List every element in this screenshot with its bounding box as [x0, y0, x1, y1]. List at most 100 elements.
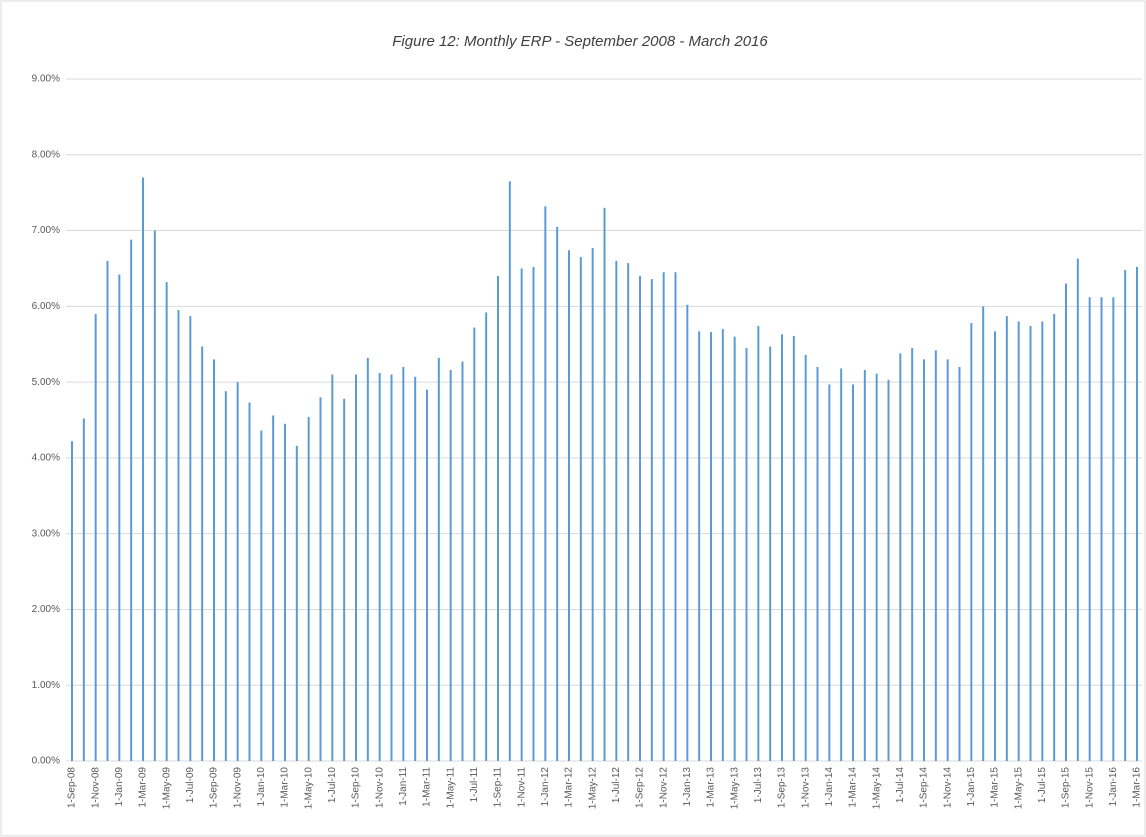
- x-tick-label: 1-Mar-11: [422, 767, 433, 807]
- bar: [94, 313, 97, 761]
- x-tick-label: 1-May-09: [161, 767, 172, 810]
- bar: [1136, 266, 1138, 761]
- bar: [532, 266, 535, 761]
- bar: [792, 335, 795, 761]
- x-tick-label: 1-Jan-09: [114, 767, 125, 807]
- bar: [437, 357, 440, 761]
- bar: [295, 445, 298, 761]
- bar: [165, 282, 168, 761]
- bar: [189, 316, 192, 761]
- x-tick-label: 1-Mar-14: [848, 767, 859, 808]
- x-tick-label: 1-Sep-14: [919, 767, 930, 809]
- y-tick-label: 0.00%: [32, 756, 60, 767]
- bar: [307, 416, 310, 761]
- bar: [710, 332, 712, 761]
- x-tick-label: 1-Nov-13: [800, 767, 811, 809]
- bar: [816, 366, 819, 761]
- bar: [721, 329, 724, 761]
- bar: [1029, 326, 1032, 761]
- bar: [366, 357, 369, 761]
- x-tick-label: 1-Sep-12: [635, 767, 646, 809]
- x-tick-label: 1-Jan-14: [824, 767, 835, 807]
- bar: [1124, 269, 1127, 761]
- x-tick-label: 1-May-10: [303, 767, 314, 810]
- bar: [1076, 258, 1079, 761]
- bar: [911, 348, 914, 761]
- bar: [118, 274, 121, 761]
- x-tick-label: 1-Mar-12: [564, 767, 575, 808]
- x-tick-label: 1-Mar-16: [1132, 767, 1143, 808]
- bar: [378, 373, 381, 761]
- bar: [473, 327, 476, 761]
- bar: [556, 226, 559, 761]
- y-tick-label: 7.00%: [32, 225, 60, 236]
- bar: [639, 276, 641, 761]
- x-tick-label: 1-Nov-14: [942, 767, 953, 809]
- x-tick-label: 1-Jul-12: [611, 767, 622, 804]
- bar: [1017, 321, 1020, 761]
- x-tick-label: 1-May-13: [729, 767, 740, 810]
- bar: [615, 260, 618, 761]
- x-tick-label: 1-May-12: [587, 767, 598, 810]
- bar: [958, 366, 961, 761]
- bar: [520, 268, 523, 761]
- x-tick-label: 1-Jan-11: [398, 767, 409, 806]
- bar: [201, 346, 204, 761]
- bar: [781, 334, 783, 761]
- y-tick-label: 9.00%: [32, 74, 60, 85]
- bar: [1065, 283, 1067, 761]
- x-tick-label: 1-Jan-10: [256, 767, 267, 807]
- x-tick-label: 1-May-14: [871, 767, 882, 810]
- bar: [236, 382, 239, 761]
- x-tick-label: 1-Jan-15: [966, 767, 977, 807]
- x-tick-label: 1-Jan-16: [1108, 767, 1119, 807]
- bar: [319, 397, 322, 761]
- bar: [627, 263, 630, 761]
- bar: [224, 391, 227, 761]
- y-tick-label: 1.00%: [32, 680, 60, 691]
- x-tick-label: 1-May-15: [1013, 767, 1024, 810]
- bar: [260, 430, 263, 761]
- bar: [994, 331, 996, 761]
- bar: [591, 247, 594, 762]
- bar: [1053, 313, 1056, 761]
- bar: [603, 207, 606, 762]
- bar: [745, 348, 748, 761]
- x-tick-label: 1-Nov-09: [232, 767, 243, 809]
- bar: [130, 239, 133, 761]
- x-tick-label: 1-Nov-11: [516, 767, 527, 808]
- x-tick-label: 1-Mar-15: [990, 767, 1001, 808]
- bar: [544, 206, 547, 762]
- bar: [946, 359, 949, 761]
- x-tick-label: 1-Sep-15: [1061, 767, 1072, 809]
- bar: [71, 441, 73, 761]
- bar: [272, 415, 275, 761]
- bar: [674, 272, 677, 761]
- x-tick-label: 1-Jul-11: [469, 767, 480, 803]
- bar: [355, 374, 357, 761]
- bar: [497, 276, 499, 761]
- y-tick-label: 2.00%: [32, 604, 60, 615]
- bar: [153, 230, 156, 762]
- x-tick-label: 1-Nov-12: [658, 767, 669, 809]
- bar: [579, 257, 582, 761]
- bar: [828, 384, 831, 761]
- y-tick-label: 4.00%: [32, 453, 60, 464]
- bar: [934, 350, 937, 761]
- bar: [508, 181, 511, 762]
- bar: [899, 353, 902, 761]
- x-tick-label: 1-Jul-13: [753, 767, 764, 804]
- x-tick-label: 1-Nov-15: [1084, 767, 1095, 809]
- bar: [650, 279, 653, 761]
- y-tick-label: 5.00%: [32, 377, 60, 388]
- bar: [390, 374, 393, 761]
- bar: [343, 398, 346, 761]
- bar: [568, 250, 570, 761]
- bar: [1112, 297, 1115, 761]
- y-tick-label: 8.00%: [32, 149, 60, 160]
- bar: [875, 373, 878, 761]
- bar: [887, 379, 890, 761]
- x-tick-label: 1-Jul-10: [327, 767, 338, 804]
- bar: [840, 368, 843, 761]
